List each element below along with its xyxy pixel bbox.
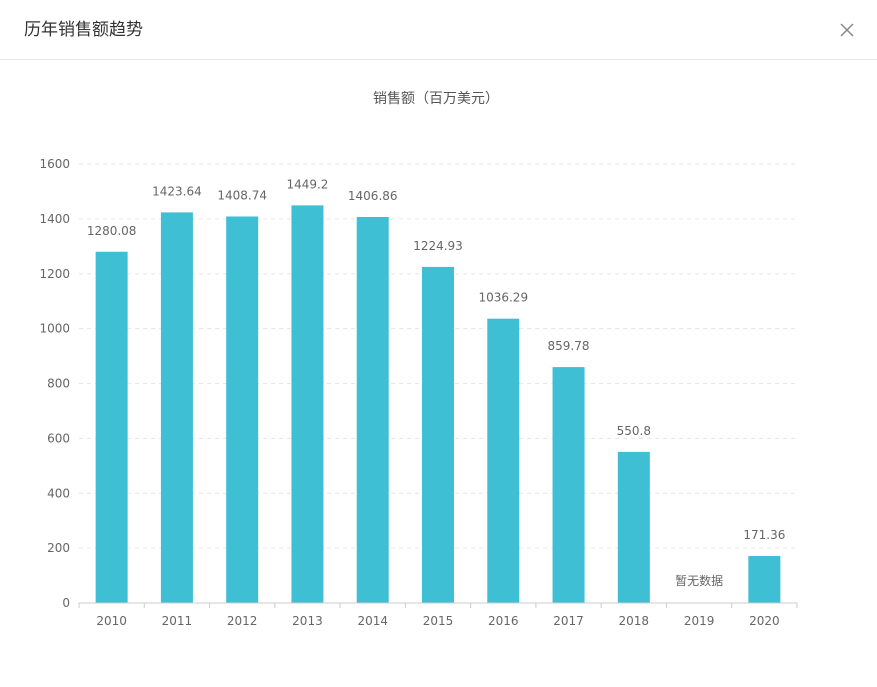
- bar-2016: [487, 318, 520, 603]
- x-axis-ticks: 2010 2011 2012 2013 2014 2015 2016 2017 2018 2019…: [78, 603, 798, 628]
- bar-2017: [552, 367, 585, 603]
- bar-2011: [160, 212, 193, 603]
- x-tick-label-2013: 2013: [292, 614, 323, 628]
- bar-2015: [422, 266, 454, 603]
- data-label-2013: 1449.2: [286, 177, 328, 191]
- x-tick-label-2012: 2012: [227, 614, 258, 628]
- data-label-2011: 1423.64: [152, 184, 202, 198]
- dialog-title: 历年销售额趋势: [24, 20, 143, 40]
- bar-chart: 销售额（百万美元） 02004006008001000120014001600 …: [39, 91, 798, 628]
- dialog-header: 历年销售额趋势: [0, 0, 877, 60]
- y-tick-label: 1200: [39, 267, 70, 281]
- x-tick-label-2010: 2010: [96, 614, 127, 628]
- chart-title: 销售额（百万美元）: [373, 91, 499, 107]
- y-tick-label: 600: [47, 431, 70, 445]
- y-tick-label: 1600: [39, 157, 70, 171]
- data-label-2015: 1224.93: [413, 239, 463, 253]
- x-tick-label-2016: 2016: [488, 614, 519, 628]
- data-label-2019: 暂无数据: [675, 573, 723, 588]
- x-tick-label-2018: 2018: [619, 614, 650, 628]
- bar-2018: [617, 451, 650, 603]
- y-tick-label: 1000: [39, 322, 70, 336]
- data-label-2012: 1408.74: [217, 188, 267, 202]
- bar-2012: [226, 216, 259, 603]
- data-label-2020: 171.36: [743, 528, 785, 542]
- bar-2020: [748, 555, 781, 603]
- bars: [95, 205, 781, 604]
- y-tick-label: 800: [47, 377, 70, 391]
- y-axis-ticks: 0 200 400 600 800 1000 1200 1400 1600: [39, 157, 70, 610]
- x-tick-label-2015: 2015: [423, 614, 454, 628]
- bar-2013: [291, 205, 324, 604]
- data-label-2014: 1406.86: [348, 189, 398, 203]
- bar-2010: [95, 251, 128, 603]
- y-tick-label: 400: [47, 486, 70, 500]
- x-tick-label-2020: 2020: [749, 614, 780, 628]
- data-label-2016: 1036.29: [478, 291, 528, 305]
- data-label-2010: 1280.08: [87, 224, 137, 238]
- x-tick-label-2017: 2017: [553, 614, 584, 628]
- x-tick-label-2019: 2019: [684, 614, 715, 628]
- y-tick-label: 200: [47, 541, 70, 555]
- data-label-2017: 859.78: [548, 339, 590, 353]
- data-labels: 1280.08 1423.64 1408.74 1449.2 1406.86 1224.9…: [87, 177, 786, 588]
- close-icon[interactable]: [836, 19, 858, 41]
- x-tick-label-2014: 2014: [357, 614, 388, 628]
- x-tick-label-2011: 2011: [162, 614, 193, 628]
- bar-2014: [356, 216, 389, 603]
- data-label-2018: 550.8: [617, 424, 651, 438]
- y-tick-label: 0: [62, 596, 70, 610]
- y-tick-label: 1400: [39, 212, 70, 226]
